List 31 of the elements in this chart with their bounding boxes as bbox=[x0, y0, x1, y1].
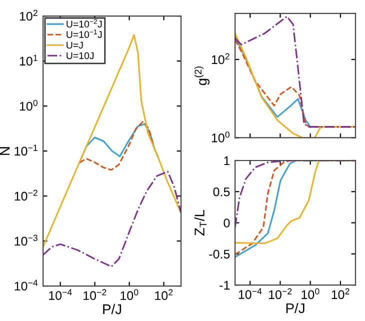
x-tick-label: 10$^{−4}$ bbox=[238, 288, 262, 299]
legend-label: U=10$^{−1}$J bbox=[66, 30, 102, 38]
y-tick-label: 10$^{0}$ bbox=[20, 100, 38, 111]
x-tick-label: 10$^{0}$ bbox=[120, 289, 138, 300]
y-axis-title: N bbox=[0, 147, 10, 155]
x-tick-label: 10$^{−2}$ bbox=[268, 288, 292, 300]
y-tick-label: 10$^{2}$ bbox=[20, 10, 38, 21]
y-tick-label: 10$^{−3}$ bbox=[14, 234, 38, 246]
y-tick-label: 10$^{−2}$ bbox=[14, 190, 38, 201]
legend-label: U=10J bbox=[66, 52, 94, 60]
x-axis-title: P/J bbox=[286, 302, 304, 314]
y-tick-label: 10$^{−1}$ bbox=[14, 144, 38, 156]
x-tick-label: 10$^{2}$ bbox=[155, 289, 173, 300]
y-axis-title: Z$_{T}$/L bbox=[194, 210, 207, 236]
legend-label: U=J bbox=[66, 42, 83, 49]
y-tick-label: 0.5 bbox=[213, 187, 230, 196]
y-tick-label: -1 bbox=[220, 280, 230, 290]
y-tick-label: 0 bbox=[224, 218, 230, 228]
y-tick-label: 1 bbox=[224, 156, 230, 166]
y-tick-label: -0.5 bbox=[209, 250, 230, 259]
x-tick-label: 10$^{0}$ bbox=[302, 288, 320, 300]
y-tick-label: 10$^{1}$ bbox=[20, 54, 38, 66]
legend-label: U=10$^{−2}$J bbox=[66, 19, 102, 28]
x-axis-title: P/J bbox=[103, 304, 122, 314]
y-tick-label: 10$^{−4}$ bbox=[14, 280, 38, 291]
x-tick-label: 10$^{−2}$ bbox=[84, 289, 106, 300]
x-tick-label: 10$^{−4}$ bbox=[49, 289, 72, 300]
x-tick-label: 10$^{2}$ bbox=[332, 288, 350, 300]
y-tick-label: 10$^{0}$ bbox=[212, 131, 230, 142]
y-axis-title: g$^{(2)}$ bbox=[194, 66, 210, 86]
y-tick-label: 10$^{2}$ bbox=[212, 53, 230, 64]
